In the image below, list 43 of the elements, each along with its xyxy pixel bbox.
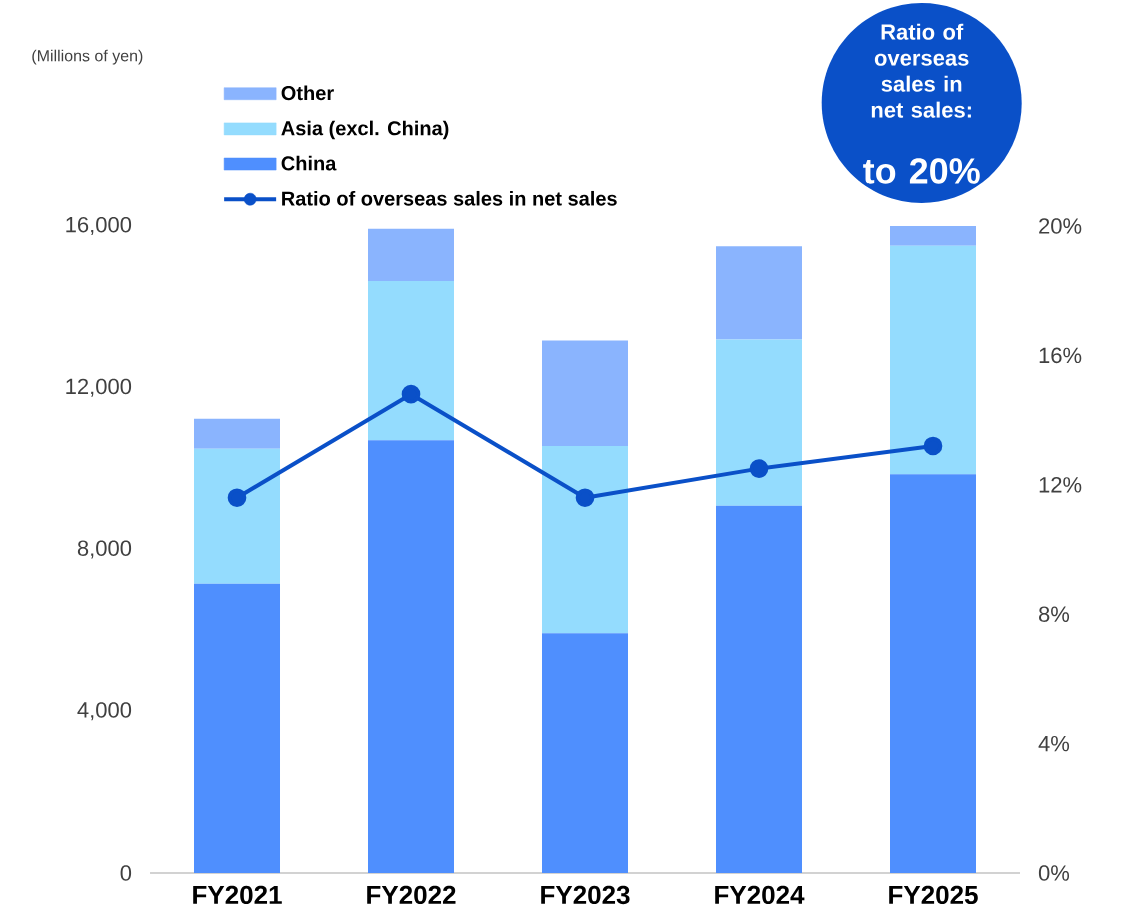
x-tick-label: FY2025 <box>889 885 978 905</box>
bar <box>368 440 455 873</box>
y2-tick-label: 0% <box>1038 865 1070 881</box>
bar <box>890 225 976 246</box>
y-tick-label: 0 <box>120 865 132 881</box>
y2-tick-label: 20% <box>1039 218 1082 234</box>
y2-tick-label: 12% <box>1039 477 1082 493</box>
point <box>923 436 943 456</box>
bar <box>716 505 803 873</box>
bar <box>542 340 628 446</box>
legend-label: Ratio of overseas sales in net sales <box>282 190 617 206</box>
point <box>749 459 769 478</box>
y2-tick-label: 16% <box>1039 347 1082 364</box>
bar <box>542 445 628 634</box>
bar <box>716 339 803 506</box>
bar <box>716 246 803 340</box>
bar <box>194 583 280 873</box>
point <box>575 488 595 508</box>
legend-label: Other <box>281 85 334 101</box>
point <box>401 384 421 404</box>
legend-label: Asia (excl. China) <box>281 120 449 140</box>
bar <box>194 418 280 449</box>
legend-label: China <box>281 155 337 171</box>
y-tick-label: 12,000 <box>66 378 132 397</box>
y-tick-label: 4,000 <box>77 702 132 721</box>
x-tick-label: FY2022 <box>367 885 456 905</box>
x-tick-label: FY2023 <box>541 885 630 905</box>
point <box>227 488 247 508</box>
y-tick-label: 16,000 <box>66 216 132 236</box>
bar <box>890 474 976 873</box>
text: Ratio of overseas sales in net sales: <box>871 23 971 118</box>
bar <box>368 280 455 441</box>
bar <box>542 633 628 873</box>
y-tick-label: 8,000 <box>77 540 132 559</box>
bar <box>194 448 280 584</box>
y2-tick-label: 8% <box>1039 606 1070 622</box>
x-tick-label: FY2021 <box>193 885 282 905</box>
bar <box>368 228 455 281</box>
text: to 20% <box>863 158 980 184</box>
x-tick-label: FY2024 <box>715 885 805 905</box>
bar <box>890 245 976 475</box>
y2-tick-label: 4% <box>1038 735 1070 752</box>
text: (Millions of yen) <box>32 49 143 65</box>
